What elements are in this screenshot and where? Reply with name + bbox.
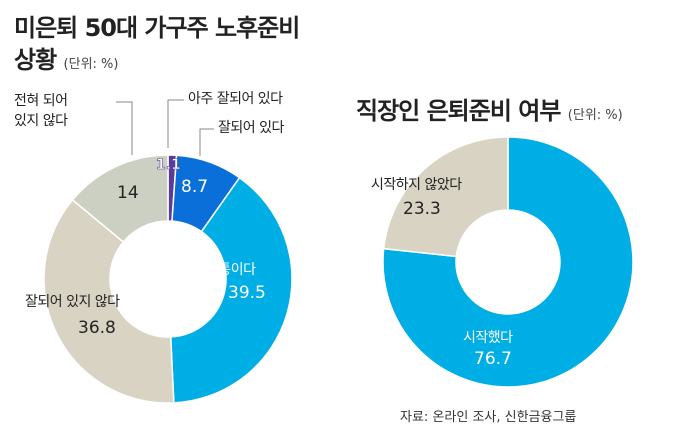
leader-line-good [199,128,214,156]
label-not-started: 시작하지 않았다 [371,177,462,193]
chart1-unit: (단위: %) [63,57,119,72]
chart1-title-line2: 상황 [14,46,57,74]
label-started: 시작했다 [463,330,513,346]
label-normal: 보통이다 [206,262,256,278]
donut1-slice-4 [71,154,169,244]
chart1-title-second-line: 상황 (단위: %) [14,40,118,75]
value-very-good: 1.1 [156,157,181,174]
label-not-at-all-line1: 전혀 되어 [14,93,68,109]
chart2-title: 직장인 은퇴준비 여부 (단위: %) [356,91,623,126]
value-started: 76.7 [474,349,512,369]
donut-chart-2 [382,136,634,388]
chart1-title: 미은퇴 50대 가구주 노후준비 [14,8,300,43]
donut2-slice-0 [382,136,634,388]
source-note: 자료: 온라인 조사, 신한금융그룹 [400,410,577,425]
leader-line-not-at-all [116,101,133,155]
label-good: 잘되어 있다 [218,120,284,136]
value-not-started: 23.3 [403,199,441,219]
chart2-title-text: 직장인 은퇴준비 여부 [356,97,561,125]
value-not-at-all: 14 [117,183,139,203]
value-not-well: 36.8 [78,318,116,338]
donut-chart-1 [43,154,293,404]
chart2-unit: (단위: %) [567,108,623,123]
value-good: 8.7 [181,177,209,197]
leader-line-very-good [167,99,184,148]
label-not-at-all-line2: 있지 않다 [14,113,68,129]
donut1-slice-2 [169,176,293,404]
label-not-well: 잘되어 있지 않다 [25,294,120,310]
label-very-good: 아주 잘되어 있다 [188,91,283,107]
donut2-slice-1 [382,136,509,258]
donut1-slice-3 [43,198,175,404]
chart1-title-line1: 미은퇴 50대 가구주 노후준비 [14,14,300,42]
leader-lines [116,99,214,156]
value-normal: 39.5 [228,283,266,303]
